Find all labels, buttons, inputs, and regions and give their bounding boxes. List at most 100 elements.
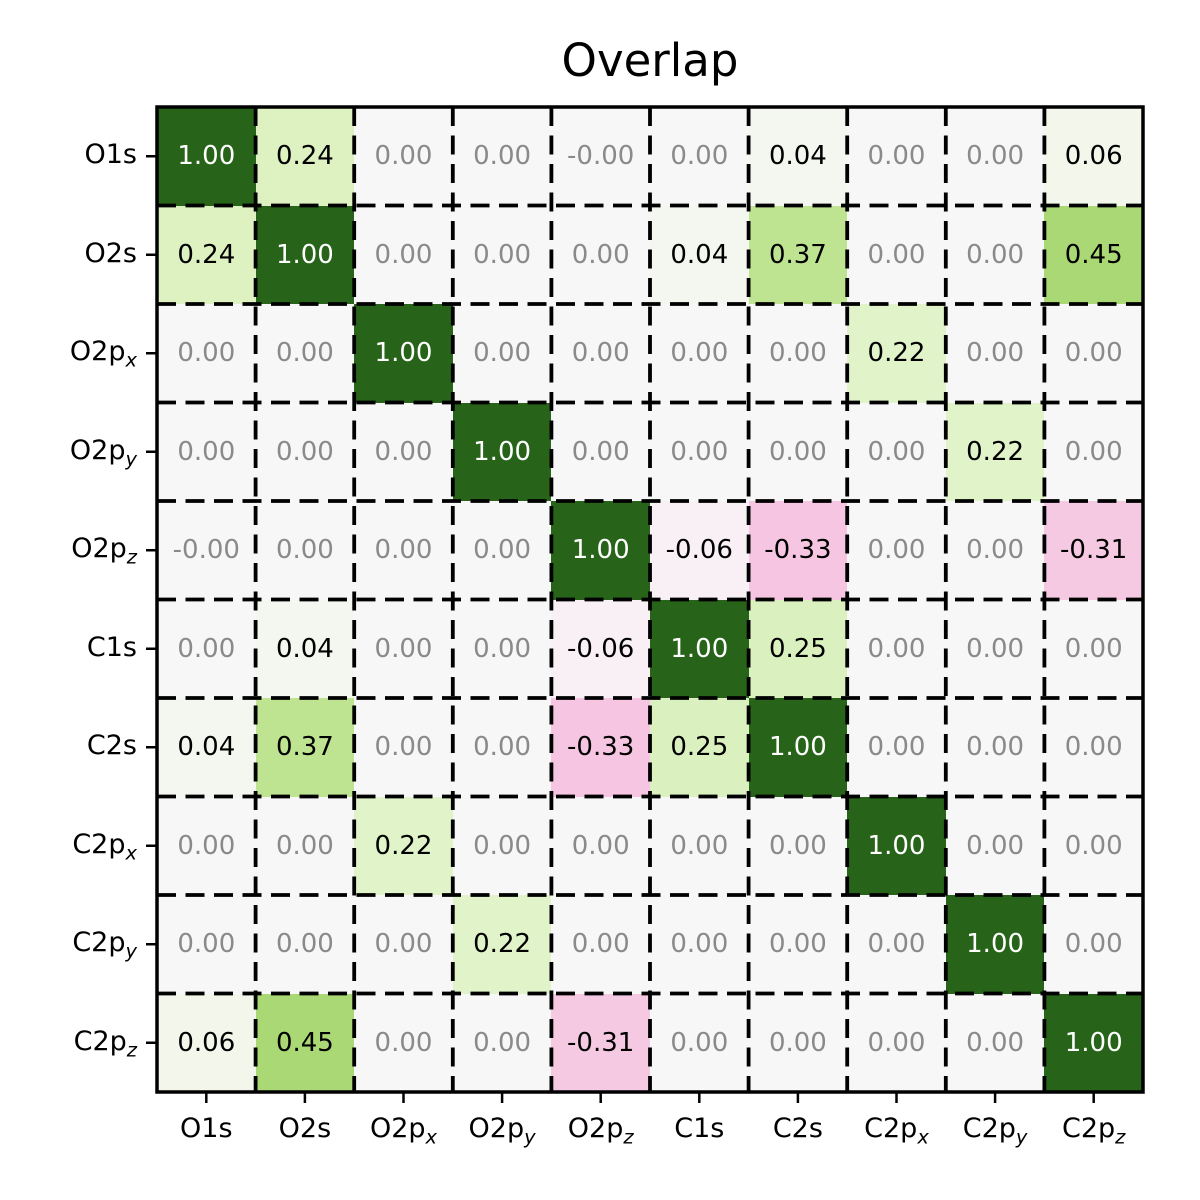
heatmap-cell: 0.00 [157,304,256,403]
heatmap-cell: 0.00 [452,796,552,895]
heatmap-cell: 0.37 [748,205,848,304]
heatmap-cell: 0.00 [354,107,453,206]
x-tick-label: O1s [180,1113,233,1144]
heatmap-cell: -0.00 [157,501,256,600]
heatmap-cell: 0.00 [945,205,1045,304]
heatmap-cell: 0.00 [748,796,848,895]
x-tick-label: C2py [962,1113,1028,1149]
heatmap-cell: 0.00 [649,895,749,994]
heatmap-cell: 0.00 [945,796,1045,895]
heatmap-cell: 0.00 [1044,304,1143,403]
heatmap-cell: 1.00 [157,107,256,206]
heatmap-cell: -0.33 [551,698,650,797]
heatmap-cell: 0.06 [1044,107,1143,206]
heatmap-cell: 0.04 [649,205,749,304]
heatmap-cell: 0.00 [847,402,946,501]
y-tick-label: O2py [69,434,137,471]
heatmap-plot: 1.00 0.24 0.00 0.00 -0.00 0.00 0.04 0.00 0.00 0.0… [157,107,1143,1092]
heatmap-cell: 0.00 [255,402,355,501]
heatmap-cell: 0.04 [255,599,355,698]
heatmap-cell: 0.22 [354,796,453,895]
y-tick-label: O2px [69,336,137,372]
heatmap-cell: 0.00 [945,501,1045,600]
heatmap-cell: 1.00 [551,501,650,600]
heatmap-cell: 0.00 [847,107,946,206]
heatmap-cell: 0.37 [255,698,355,797]
heatmap-cell: 0.25 [649,698,749,797]
heatmap-cell: -0.06 [551,599,650,698]
heatmap-cell: 0.00 [847,501,946,600]
heatmap-cell: 0.00 [157,895,256,994]
heatmap-cell: 0.00 [452,501,552,600]
y-tick-label: C2py [72,927,137,963]
heatmap-cell: 0.00 [551,895,650,994]
heatmap-cell: 0.00 [748,402,848,501]
y-tick-label: C2px [72,828,137,865]
heatmap-cell: 0.00 [255,501,355,600]
heatmap-cell: -0.31 [551,993,650,1092]
heatmap-cell: 1.00 [748,698,848,797]
x-tick-label: C2s [772,1113,823,1144]
heatmap-cell: 0.00 [452,599,552,698]
chart-title: Overlap [561,34,739,87]
heatmap-cell: 0.00 [847,599,946,698]
heatmap-cell: 0.00 [748,304,848,403]
heatmap-cell: 0.00 [945,698,1045,797]
heatmap-cell: 0.00 [354,895,453,994]
heatmap-cell: -0.00 [551,107,650,206]
heatmap-cell: 0.00 [354,205,453,304]
heatmap-cells: 1.00 0.24 0.00 0.00 -0.00 0.00 0.04 0.00 0.00 0.0… [157,107,1143,1092]
heatmap-cell: 1.00 [1044,993,1143,1092]
heatmap-cell: 0.24 [255,107,355,206]
heatmap-cell: 0.22 [452,895,552,994]
heatmap-cell: 0.00 [354,993,453,1092]
heatmap-cell: 0.00 [945,993,1045,1092]
heatmap-cell: 0.00 [1044,402,1143,501]
x-tick-label: O2s [278,1113,332,1144]
heatmap-cell: 0.00 [1044,599,1143,698]
heatmap-cell: 0.00 [847,993,946,1092]
heatmap-cell: 0.00 [354,402,453,501]
y-tick-label: C2pz [73,1025,137,1062]
heatmap-cell: 0.00 [1044,895,1143,994]
heatmap-cell: 0.04 [157,698,256,797]
heatmap-cell: 0.00 [452,993,552,1092]
y-tick-label: C1s [86,631,137,663]
heatmap-cell: 0.00 [649,796,749,895]
heatmap-cell: 0.00 [945,304,1045,403]
y-tick-label: O2pz [71,533,137,569]
heatmap-cell: 0.22 [847,304,946,403]
heatmap-cell: 0.00 [649,304,749,403]
heatmap-cell: 0.25 [748,599,848,698]
heatmap-cell: 0.00 [847,205,946,304]
heatmap-cell: 0.00 [748,993,848,1092]
heatmap-cell: 0.24 [157,205,256,304]
heatmap-cell: 0.45 [255,993,355,1092]
heatmap-cell: 1.00 [945,895,1045,994]
heatmap-cell: 0.22 [945,402,1045,501]
heatmap-cell: 1.00 [452,402,552,501]
heatmap-cell: 1.00 [847,796,946,895]
heatmap-cell: 0.00 [452,205,552,304]
y-tick-label: O1s [84,139,138,171]
heatmap-cell: -0.31 [1044,501,1143,600]
heatmap-cell: 0.00 [551,796,650,895]
heatmap-cell: 0.00 [255,796,355,895]
x-tick-label: O2px [369,1113,438,1149]
heatmap-cell: 0.00 [354,698,453,797]
heatmap-cell: 0.00 [649,402,749,501]
x-tick-label: C2pz [1062,1113,1126,1149]
heatmap-cell: 1.00 [255,205,355,304]
heatmap-cell: 0.00 [551,304,650,403]
heatmap-cell: 0.00 [649,993,749,1092]
heatmap-cell: 0.06 [157,993,256,1092]
heatmap-cell: 0.00 [157,599,256,698]
heatmap-cell: 0.00 [551,205,650,304]
heatmap-cell: 0.00 [847,895,946,994]
x-tick-label: C1s [674,1113,725,1144]
heatmap-cell: 0.00 [157,402,256,501]
x-tick-label: C2px [864,1113,929,1149]
heatmap-cell: 0.00 [255,895,355,994]
heatmap-cell: 0.00 [452,698,552,797]
x-tick-label: O2py [468,1113,536,1149]
